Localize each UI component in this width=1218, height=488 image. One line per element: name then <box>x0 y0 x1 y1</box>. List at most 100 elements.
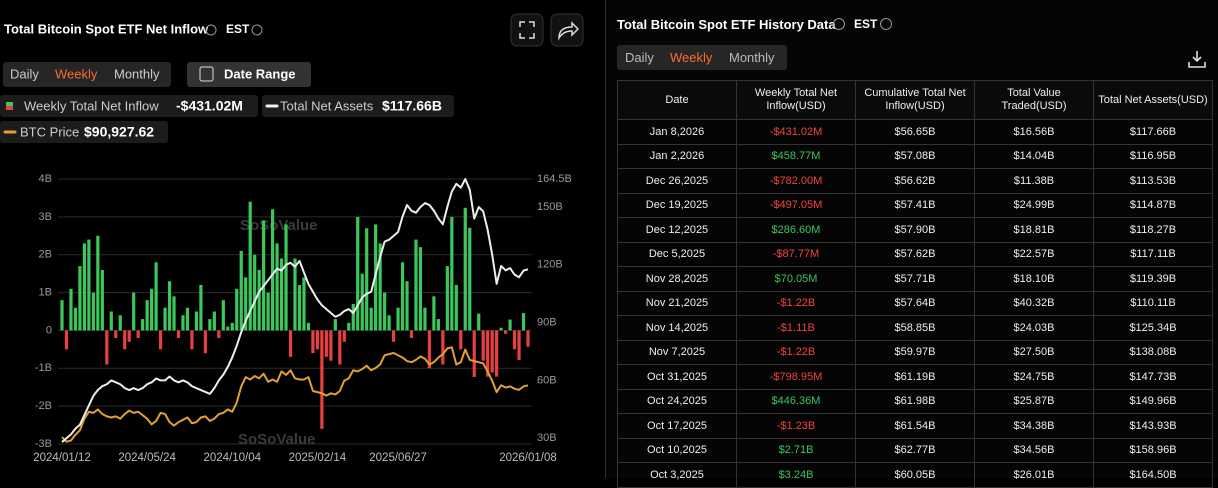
table-cell: $14.04B <box>974 143 1094 169</box>
bar <box>208 319 212 331</box>
tab[interactable]: Monthly <box>729 50 775 65</box>
tab[interactable]: Weekly <box>55 66 98 81</box>
bar <box>172 296 176 331</box>
tab[interactable]: Daily <box>10 66 39 81</box>
bar <box>96 235 100 331</box>
table-cell: $40.32B <box>974 290 1094 316</box>
bar <box>315 330 320 350</box>
table-cell: $60.05B <box>855 462 975 488</box>
x-tick-label: 2024/10/04 <box>203 452 261 464</box>
bar <box>512 330 517 350</box>
bar <box>405 281 409 331</box>
bar <box>109 311 113 331</box>
bar <box>91 292 95 331</box>
x-tick-label: 2024/05/24 <box>118 452 176 464</box>
bar <box>517 330 521 361</box>
table-cell: $117.66B <box>1093 119 1213 145</box>
bar <box>320 330 324 429</box>
bar <box>468 227 472 331</box>
bar <box>212 311 216 331</box>
tick-label: -1B <box>35 362 52 374</box>
bar <box>503 330 508 334</box>
bar <box>495 330 499 377</box>
legend-label: Total Net Assets <box>280 98 374 113</box>
bar <box>481 330 485 361</box>
table-row: Dec 26,2025 -$782.00M $56.62B $11.38B $113.5… <box>617 168 1213 194</box>
table-cell: Dec 12,2025 <box>617 217 737 243</box>
table-cell: $18.81B <box>974 217 1094 243</box>
legend-box <box>0 121 168 143</box>
table-cell: -$87.77M <box>736 241 856 267</box>
bar <box>141 319 145 331</box>
bar <box>257 269 261 331</box>
table-cell: $118.27B <box>1093 217 1213 243</box>
table-cell: $24.75B <box>974 364 1094 390</box>
table-cell: $16.56B <box>974 119 1094 145</box>
bar <box>248 201 252 331</box>
table-cell: -$782.00M <box>736 168 856 194</box>
bar <box>383 292 387 331</box>
table-cell: $34.56B <box>974 437 1094 463</box>
table-cell: $59.97B <box>855 339 975 365</box>
bar <box>154 262 158 331</box>
tick-label: -2B <box>35 400 52 412</box>
tab[interactable]: Daily <box>625 50 654 65</box>
download-button[interactable] <box>1188 50 1206 68</box>
bar <box>391 330 396 342</box>
bar <box>508 319 512 331</box>
bar <box>100 269 104 331</box>
table-cell: Nov 7,2025 <box>617 339 737 365</box>
table-cell: -$431.02M <box>736 119 856 145</box>
bar <box>436 319 440 331</box>
tick-label: 3B <box>39 211 52 223</box>
share-button[interactable] <box>550 13 584 47</box>
table-row: Dec 19,2025 -$497.05M $57.41B $24.99B $114.8… <box>617 192 1213 218</box>
legend-box <box>0 95 258 117</box>
table-cell: $57.64B <box>855 290 975 316</box>
table-cell: $143.93B <box>1093 413 1213 439</box>
watermark: SoSoValue <box>238 431 316 448</box>
fullscreen-button[interactable] <box>510 13 544 47</box>
fullscreen-icon <box>519 21 535 39</box>
table-cell: $286.60M <box>736 217 856 243</box>
table-cell: $57.90B <box>855 217 975 243</box>
bar <box>441 330 445 365</box>
info-icon[interactable] <box>205 24 217 36</box>
table-cell: $458.77M <box>736 143 856 169</box>
bar <box>463 207 467 331</box>
info-icon[interactable] <box>880 18 892 30</box>
bar <box>262 220 266 331</box>
tick-label: 120B <box>537 259 563 271</box>
date-range-button[interactable] <box>187 62 311 87</box>
table-cell: $27.50B <box>974 339 1094 365</box>
column-header: Weekly Total Net Inflow(USD) <box>736 80 856 120</box>
table-cell: -$1.11B <box>736 315 856 341</box>
table-row: Nov 28,2025 $70.05M $57.71B $18.10B $119.39B <box>617 266 1213 292</box>
bar <box>253 254 257 331</box>
bar <box>78 266 82 331</box>
bar <box>306 322 311 331</box>
table-cell: $119.39B <box>1093 266 1213 292</box>
table-cell: $70.05M <box>736 266 856 292</box>
bar <box>521 313 526 331</box>
tick-label: -3B <box>35 438 52 450</box>
table-row: Oct 31,2025 -$798.95M $61.19B $24.75B $147.7… <box>617 364 1213 390</box>
table-row: Jan 2,2026 $458.77M $57.08B $14.04B $116.95B <box>617 143 1213 169</box>
tab[interactable]: Weekly <box>670 50 713 65</box>
bar <box>235 288 239 331</box>
tick-label: 90B <box>537 316 557 328</box>
info-icon[interactable] <box>251 24 263 36</box>
tab-bar: Daily Weekly Monthly <box>617 45 787 70</box>
bar <box>158 330 163 350</box>
bar <box>176 330 181 338</box>
table-cell: $26.01B <box>974 462 1094 488</box>
table-cell: Nov 28,2025 <box>617 266 737 292</box>
table-cell: -$1.22B <box>736 290 856 316</box>
tick-label: 30B <box>537 432 557 444</box>
bar <box>360 273 364 331</box>
date-range-label: Date Range <box>224 66 296 81</box>
table-cell: $24.99B <box>974 192 1094 218</box>
info-icon[interactable] <box>833 18 845 30</box>
tab[interactable]: Monthly <box>114 66 160 81</box>
